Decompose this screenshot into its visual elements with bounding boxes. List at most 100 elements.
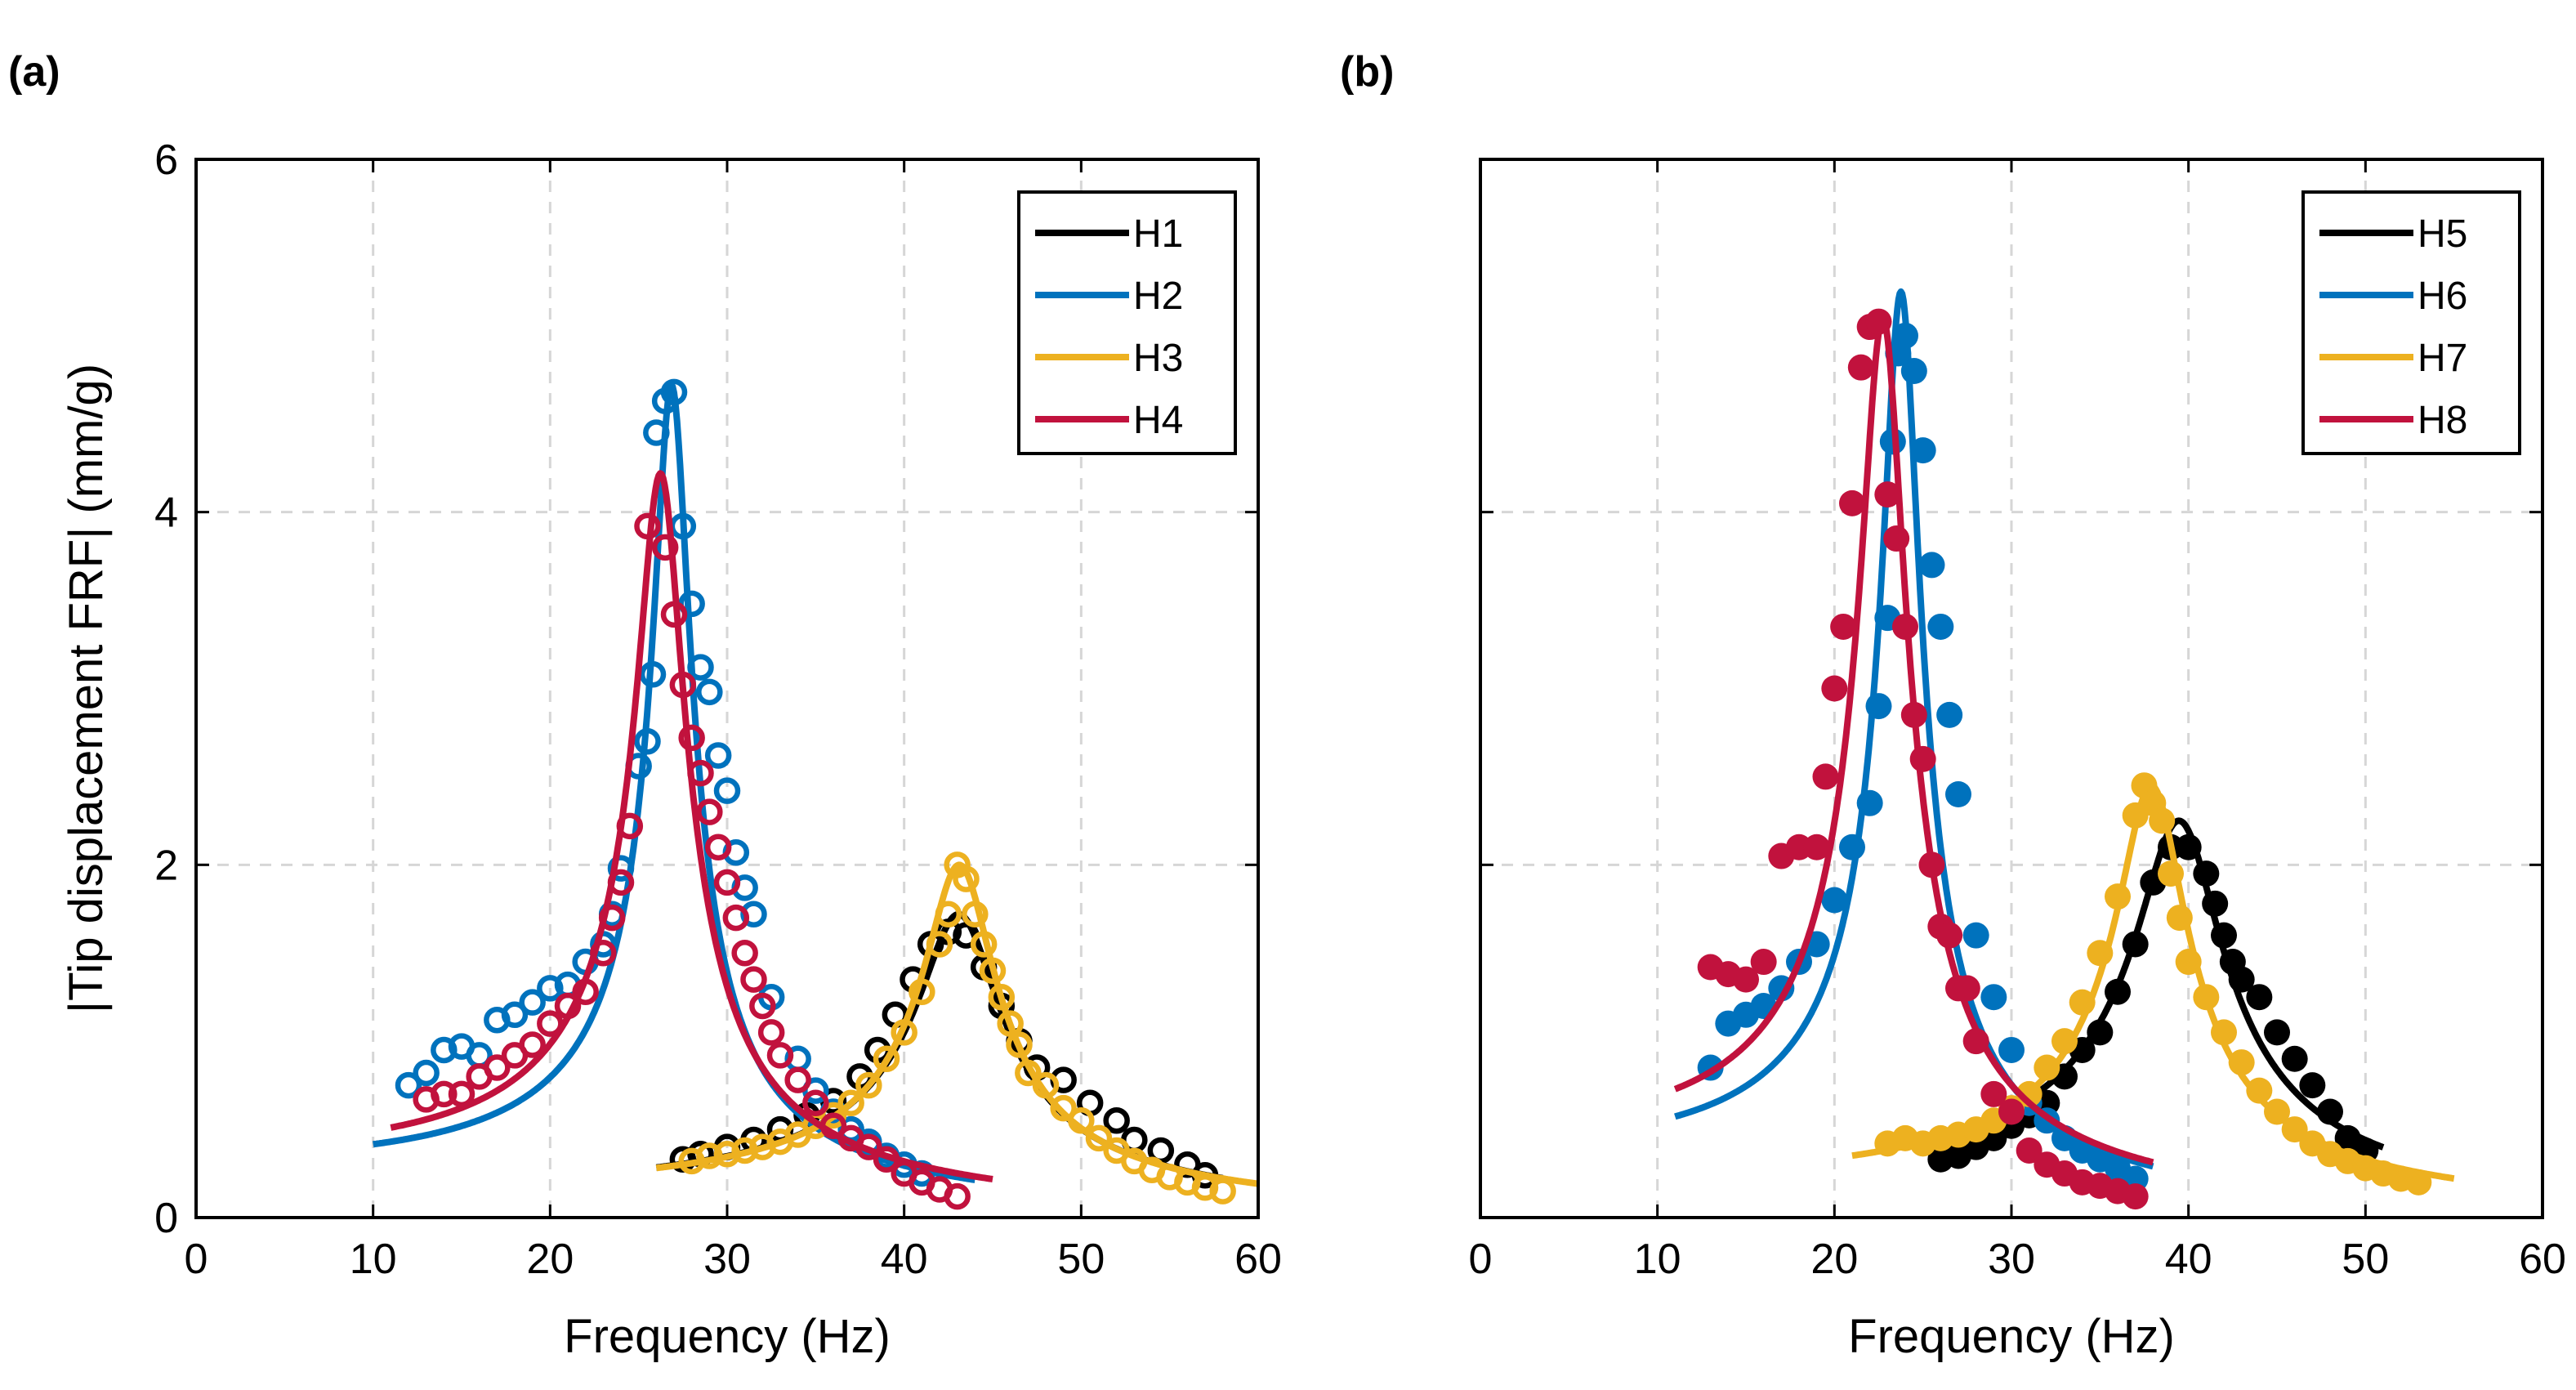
data-point-H6: [1927, 613, 1954, 640]
data-point-H6: [1962, 922, 1989, 949]
data-point-H6: [1945, 781, 1971, 807]
data-point-H5: [2175, 834, 2202, 860]
legend-label-H6: H6: [2418, 275, 2467, 318]
x-tick-label: 60: [1234, 1236, 1282, 1283]
data-point-H4: [669, 671, 697, 699]
data-point-H2: [634, 728, 661, 755]
data-point-H4: [651, 534, 679, 561]
data-point-H6: [1936, 701, 1963, 728]
data-point-H4: [819, 1112, 847, 1140]
data-point-H3: [1191, 1174, 1219, 1201]
data-point-H6: [1909, 437, 1936, 464]
data-point-H5: [2264, 1019, 2290, 1046]
data-point-H2: [413, 1059, 440, 1087]
data-point-H4: [731, 940, 758, 967]
data-point-H4: [757, 1019, 785, 1046]
data-point-H7: [2069, 989, 2096, 1016]
data-point-H8: [2122, 1183, 2149, 1210]
data-point-H8: [1839, 489, 1865, 516]
data-point-H3: [970, 931, 998, 958]
data-point-H2: [501, 1001, 529, 1029]
x-tick-label: 40: [2165, 1236, 2212, 1283]
data-point-H7: [2105, 883, 2131, 910]
x-tick-label: 0: [185, 1236, 208, 1283]
data-point-H4: [678, 724, 705, 752]
data-point-H4: [598, 904, 626, 932]
data-point-H5: [2299, 1072, 2326, 1099]
data-point-H4: [704, 834, 732, 860]
x-tick-label: 10: [1634, 1236, 1681, 1283]
data-point-H2: [519, 989, 546, 1016]
ticks: 0 10 20 30 40 50 60 0 2 4 6: [154, 136, 1282, 1283]
data-point-H5: [2281, 1045, 2308, 1072]
data-point-H8: [1962, 1028, 1989, 1055]
data-point-H8: [1909, 745, 1936, 772]
axes-frame: [1479, 158, 2544, 1219]
data-point-H4: [749, 992, 776, 1020]
x-tick-label: 10: [350, 1236, 397, 1283]
x-tick-label: 50: [1057, 1236, 1105, 1283]
legend-label-H4: H4: [1133, 399, 1183, 442]
data-point-H4: [687, 759, 714, 787]
data-point-H6: [1865, 693, 1892, 720]
data-point-H4: [944, 1182, 971, 1210]
data-point-H4: [537, 1010, 564, 1037]
x-axis-label: Frequency (Hz): [564, 1310, 891, 1363]
data-point-H3: [997, 1010, 1024, 1037]
data-point-H2: [687, 654, 714, 681]
x-tick-label: 20: [1810, 1236, 1858, 1283]
legend-label-H2: H2: [1133, 275, 1183, 318]
panel-label: (a): [8, 48, 60, 96]
data-point-H2: [643, 419, 670, 446]
data-point-H8: [1865, 308, 1892, 335]
x-tick-label: 50: [2342, 1236, 2389, 1283]
series-H8: [1672, 308, 2155, 1210]
data-point-H7: [2246, 1077, 2273, 1104]
x-tick-label: 20: [526, 1236, 574, 1283]
series-H7: [1850, 772, 2456, 1196]
data-point-H3: [926, 931, 953, 958]
data-point-H4: [519, 1031, 546, 1058]
data-point-H7: [2193, 984, 2220, 1011]
data-point-H8: [1812, 763, 1839, 790]
data-point-H8: [1803, 834, 1830, 860]
data-point-H6: [1856, 789, 1883, 816]
data-point-H8: [1936, 922, 1963, 949]
x-tick-label: 30: [703, 1236, 751, 1283]
data-point-H2: [696, 678, 723, 706]
data-point-H4: [855, 1133, 882, 1160]
data-point-H7: [2405, 1169, 2432, 1196]
data-point-H3: [837, 1089, 864, 1116]
data-point-H7: [2149, 807, 2176, 834]
data-point-H5: [2122, 931, 2149, 958]
data-point-H2: [639, 660, 667, 688]
legend-label-H1: H1: [1133, 212, 1183, 256]
data-point-H3: [713, 1141, 741, 1168]
x-axis-label: Frequency (Hz): [1848, 1310, 2175, 1363]
data-point-H3: [1209, 1178, 1236, 1205]
data-point-H6: [1892, 322, 1918, 349]
data-point-H5: [2087, 1019, 2114, 1046]
data-point-H3: [1085, 1124, 1113, 1152]
data-point-H8: [1821, 675, 1848, 702]
data-point-H5: [2211, 922, 2237, 949]
data-point-H6: [1918, 552, 1945, 579]
data-point-H4: [696, 798, 723, 825]
data-point-H4: [554, 992, 582, 1020]
data-point-H2: [713, 777, 741, 804]
x-tick-label: 30: [1988, 1236, 2035, 1283]
data-point-H8: [1892, 613, 1918, 640]
data-point-H6: [1821, 887, 1848, 914]
data-point-H7: [2158, 860, 2184, 887]
data-point-H3: [979, 957, 1007, 985]
data-point-H3: [935, 901, 962, 928]
data-point-H7: [2228, 1049, 2255, 1076]
data-point-H8: [1847, 354, 1874, 381]
data-point-H6: [1900, 358, 1927, 384]
data-point-H6: [1980, 984, 2007, 1011]
data-point-H3: [891, 1019, 917, 1046]
data-point-H4: [740, 966, 767, 993]
data-point-H3: [731, 1137, 758, 1164]
data-point-H4: [784, 1066, 811, 1093]
data-point-H7: [2211, 1019, 2237, 1046]
